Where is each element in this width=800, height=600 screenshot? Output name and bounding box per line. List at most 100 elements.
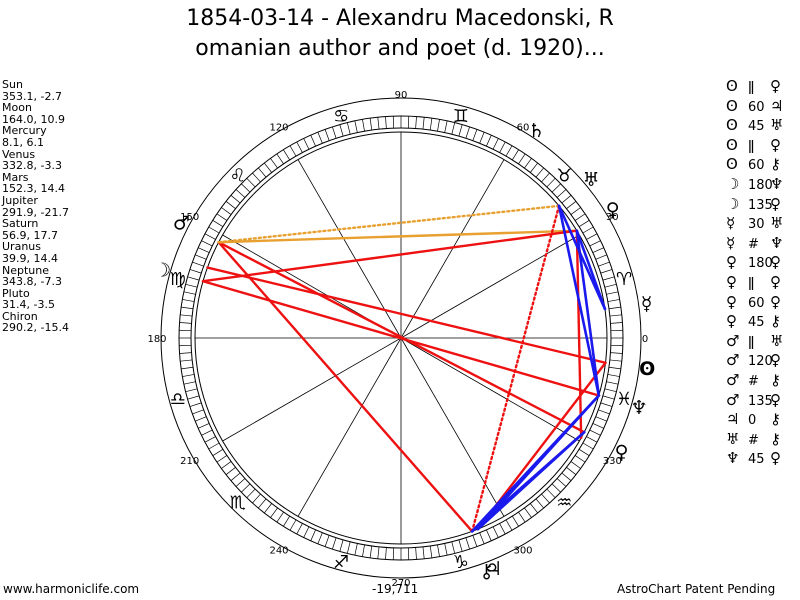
degree-label: 120: [269, 123, 288, 134]
degree-tick: [283, 515, 291, 527]
degree-tick: [451, 541, 456, 554]
degree-tick: [346, 122, 351, 135]
website-link[interactable]: www.harmoniclife.com: [3, 582, 140, 596]
aspect-row: ♀ 45 ⚷: [726, 312, 792, 332]
planet-name: Saturn: [2, 217, 39, 231]
degree-tick: [179, 352, 192, 354]
aspect-type: 180: [748, 177, 773, 193]
degree-tick: [221, 461, 232, 469]
aspect-line: [201, 229, 579, 283]
spoke-line: [222, 337, 402, 442]
degree-tick: [551, 483, 561, 493]
degree-tick: [578, 448, 590, 456]
aspect-planet-2: ♅: [770, 331, 784, 350]
aspect-planet-2: ♀: [770, 292, 781, 311]
aspect-planet-1: ʘ: [726, 135, 738, 154]
degree-tick: [241, 183, 251, 193]
aspect-line: [575, 229, 607, 311]
degree-tick: [437, 544, 440, 557]
planet-glyph: ♃: [485, 558, 502, 580]
degree-label: 0: [642, 334, 648, 345]
degree-tick: [604, 388, 617, 393]
degree-label: 90: [395, 90, 408, 101]
degree-tick: [296, 141, 303, 153]
degree-tick: [574, 455, 586, 463]
aspect-row: ☽ 180♆: [726, 175, 792, 195]
degree-tick: [524, 158, 532, 169]
degree-tick: [195, 416, 207, 422]
degree-tick: [385, 547, 387, 560]
aspect-planet-2: ♀: [770, 449, 781, 468]
degree-tick: [610, 352, 623, 354]
degree-tick: [535, 167, 544, 178]
degree-tick: [317, 132, 323, 144]
aspect-row: ♆ 45 ♀: [726, 449, 792, 469]
aspect-planet-2: ⚷: [770, 370, 781, 389]
degree-tick: [518, 511, 526, 523]
degree-tick: [589, 240, 601, 247]
degree-tick: [310, 135, 316, 147]
degree-tick: [230, 195, 241, 204]
degree-tick: [415, 547, 417, 560]
aspect-planet-1: ♀: [726, 292, 737, 311]
degree-tick: [511, 149, 519, 161]
degree-tick: [270, 158, 278, 169]
degree-tick: [212, 220, 224, 228]
aspect-planet-1: ♅: [726, 429, 740, 448]
aspect-line: [206, 266, 607, 364]
degree-tick: [598, 409, 610, 415]
degree-tick: [595, 254, 607, 260]
degree-tick: [541, 493, 550, 504]
aspect-planet-1: ☽: [726, 174, 740, 193]
aspect-planet-1: ʘ: [726, 77, 738, 95]
aspect-row: ♂ 135♀: [726, 391, 792, 411]
degree-tick: [530, 162, 538, 173]
degree-tick: [183, 291, 196, 295]
planet-glyph: ♂: [173, 213, 190, 235]
degree-tick: [561, 195, 572, 204]
zodiac-sign-glyph: ♑: [453, 552, 469, 573]
degree-label: 270: [391, 578, 410, 589]
planet-name: Chiron: [2, 309, 38, 323]
degree-tick: [201, 429, 213, 436]
aspect-planet-2: ⚷: [770, 410, 781, 429]
degree-tick: [354, 543, 358, 556]
degree-tick: [362, 119, 365, 132]
degree-tick: [198, 423, 210, 429]
degree-tick: [608, 306, 621, 310]
planet-position: 290.2, -15.4: [2, 321, 69, 335]
degree-tick: [607, 374, 620, 377]
aspect-type: #: [748, 373, 759, 389]
planet-position: 343.8, -7.3: [2, 275, 62, 289]
aspect-line: [201, 280, 601, 397]
degree-tick: [598, 261, 610, 267]
degree-tick: [183, 381, 196, 385]
degree-tick: [600, 402, 613, 407]
aspect-type: 180: [748, 256, 773, 272]
degree-tick: [192, 409, 204, 415]
aspect-planet-1: ☽: [726, 194, 740, 213]
aspect-row: ♂ 120♀: [726, 351, 792, 371]
degree-label: 210: [180, 456, 199, 467]
aspect-line: [575, 229, 583, 440]
aspect-planet-2: ⚷: [770, 155, 781, 174]
degree-tick: [472, 129, 478, 141]
aspect-type: 60: [748, 99, 765, 115]
degree-tick: [252, 172, 261, 183]
aspect-planet-1: ♀: [726, 272, 737, 291]
degree-tick: [221, 207, 232, 215]
degree-tick: [181, 306, 194, 310]
aspect-planet-1: ☿: [726, 214, 736, 233]
degree-tick: [609, 359, 622, 362]
aspect-row: ♃ 0 ⚷: [726, 410, 792, 430]
spoke-line: [400, 159, 505, 339]
degree-tick: [465, 126, 470, 139]
zodiac-sign-glyph: ♎: [170, 389, 186, 410]
aspect-type: #: [748, 236, 759, 252]
degree-tick: [339, 124, 344, 137]
degree-label: 30: [606, 212, 619, 223]
degree-label: 300: [513, 545, 532, 556]
degree-tick: [530, 503, 538, 514]
aspect-planet-2: ♀: [770, 77, 781, 95]
aspect-row: ʘ 45 ♅: [726, 116, 792, 136]
